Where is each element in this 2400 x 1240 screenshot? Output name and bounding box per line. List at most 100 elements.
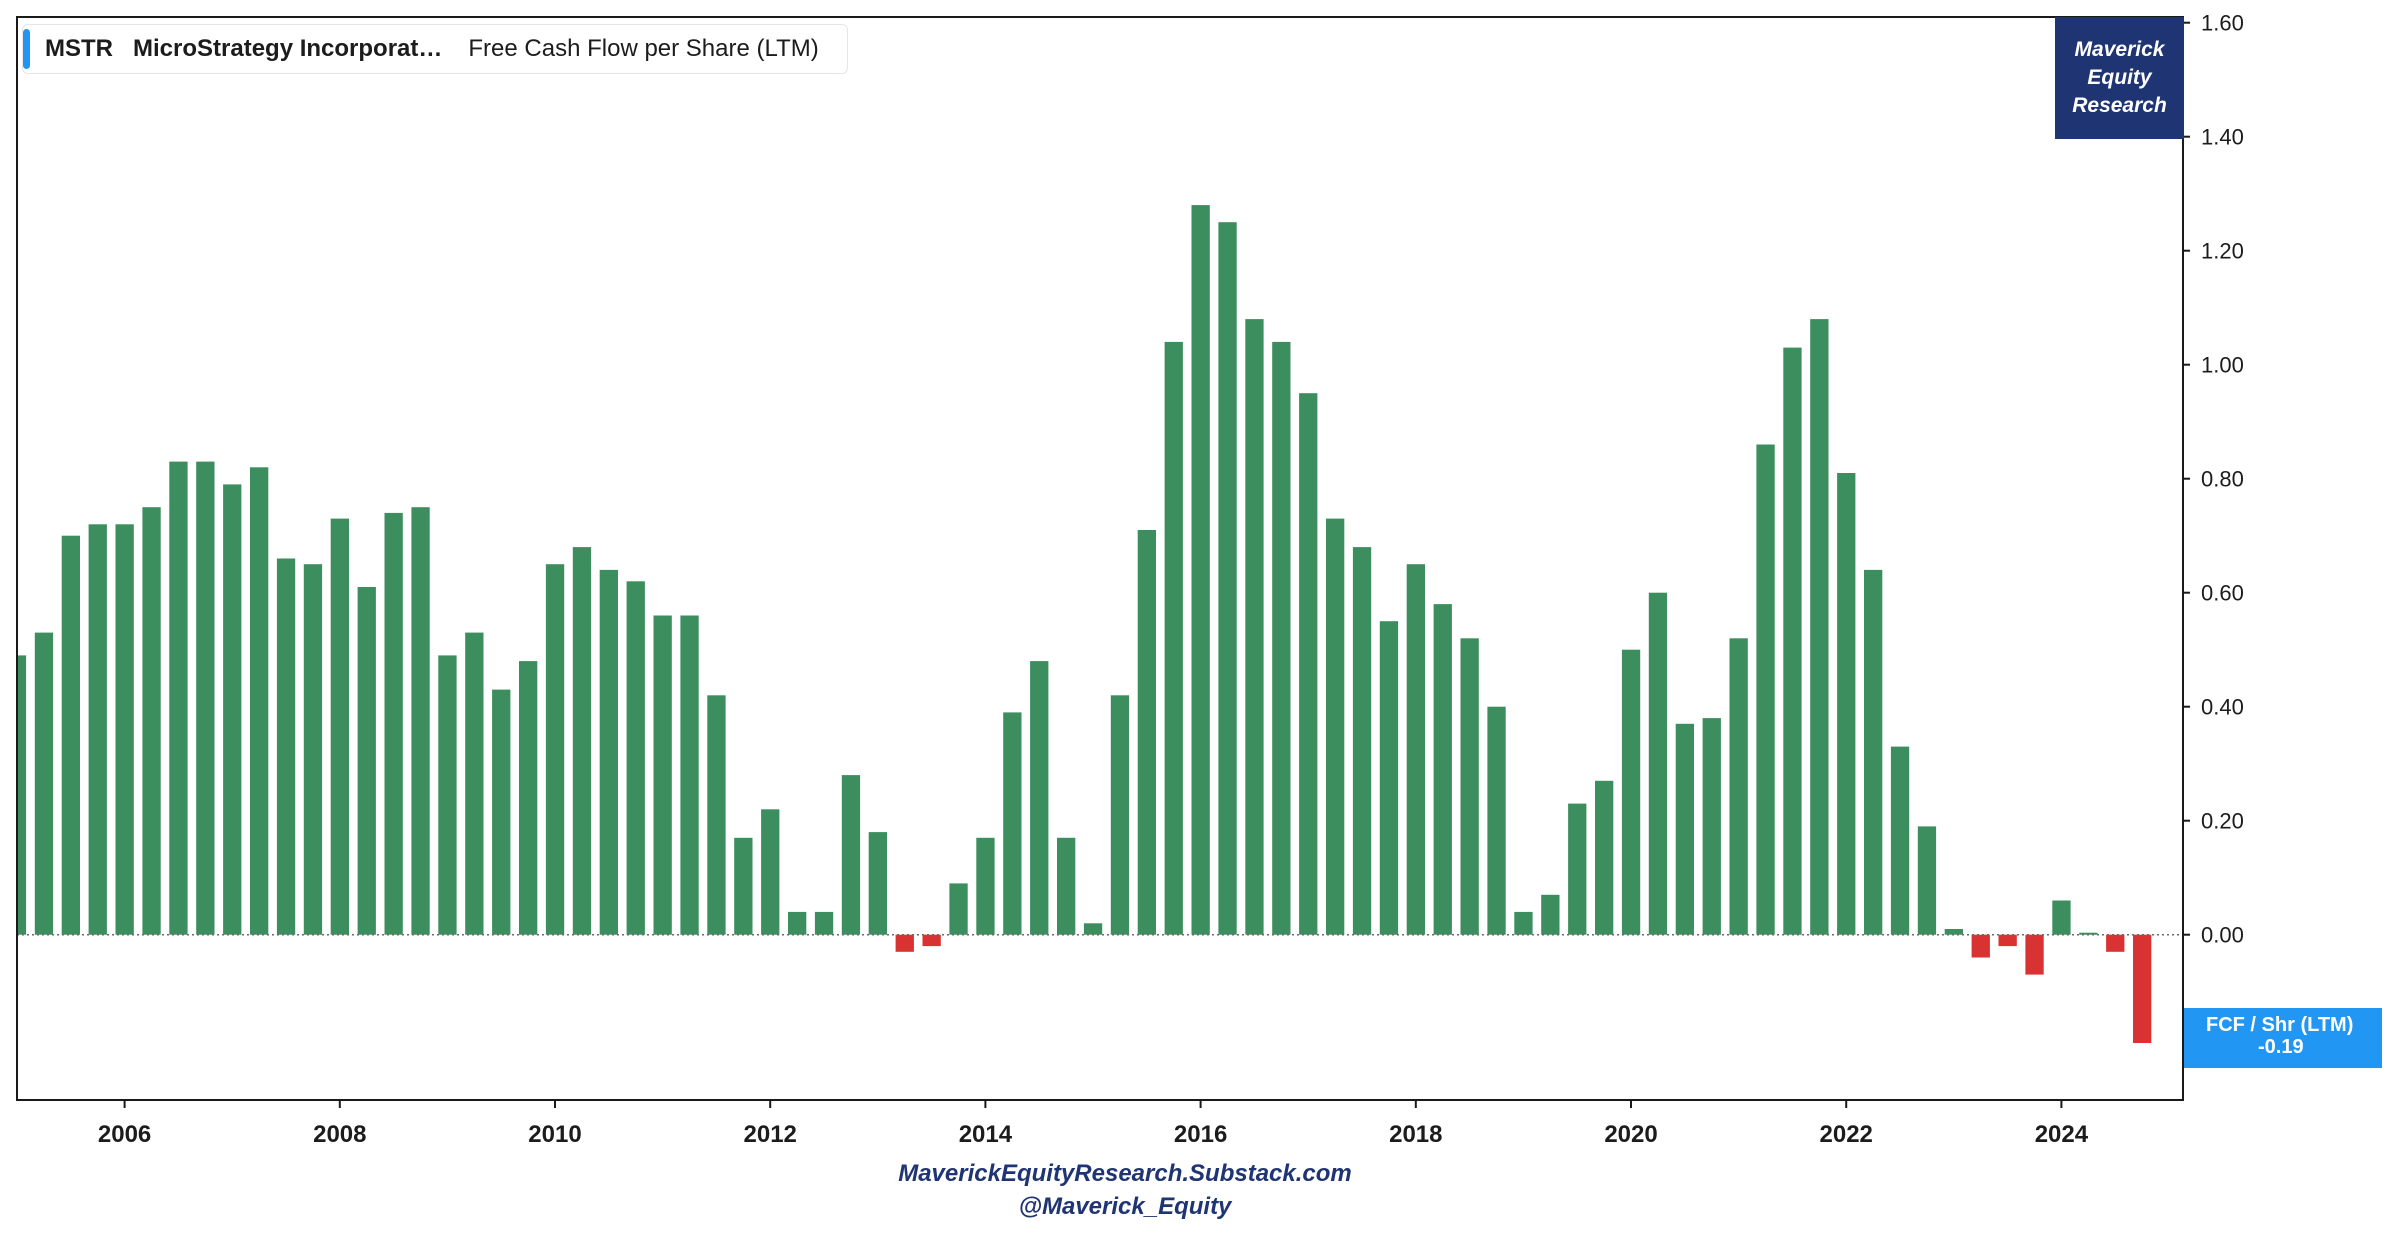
bar — [1299, 393, 1318, 935]
bar — [1191, 205, 1210, 935]
x-tick-label: 2016 — [1174, 1121, 1227, 1148]
bar — [1783, 347, 1802, 935]
x-tick-label: 2024 — [2035, 1121, 2089, 1148]
y-tick-label: 1.00 — [2201, 353, 2244, 378]
bar — [976, 837, 995, 935]
bar — [1433, 604, 1452, 935]
bar — [707, 695, 726, 935]
bar — [1326, 518, 1345, 935]
x-tick-label: 2020 — [1604, 1121, 1657, 1148]
x-tick-label: 2014 — [959, 1121, 1013, 1148]
plot-frame — [16, 16, 2184, 1101]
bar — [1756, 444, 1775, 935]
bar — [1621, 649, 1641, 935]
bar — [949, 883, 968, 935]
flag-last-value: -0.19 — [2258, 1036, 2304, 1058]
bar — [2133, 934, 2152, 1043]
bar — [1110, 695, 1130, 935]
bar — [1568, 803, 1587, 935]
bar — [1030, 661, 1049, 935]
bar — [438, 655, 457, 935]
bar — [1998, 934, 2017, 947]
brand-line-2: Equity — [2087, 66, 2152, 89]
bar — [922, 934, 941, 947]
bar — [1944, 929, 1963, 935]
y-tick-label: 0.60 — [2201, 581, 2244, 606]
x-tick-label: 2012 — [744, 1121, 797, 1148]
bar — [734, 837, 753, 935]
bar — [1379, 621, 1399, 935]
bar — [1729, 638, 1748, 935]
bar — [761, 809, 780, 935]
bar — [330, 518, 349, 935]
bar — [841, 775, 861, 935]
bar — [519, 661, 538, 935]
x-tick-label: 2008 — [313, 1121, 366, 1148]
bar — [1460, 638, 1479, 935]
bar — [2052, 900, 2071, 935]
x-tick-label: 2022 — [1820, 1121, 1873, 1148]
bar — [384, 512, 403, 935]
brand-logo: Maverick Equity Research — [2055, 17, 2184, 139]
bar — [250, 467, 269, 935]
footer-handle[interactable]: @Maverick_Equity — [1018, 1193, 1232, 1220]
ticker-symbol: MSTR — [45, 35, 113, 62]
footer-website[interactable]: MaverickEquityResearch.Substack.com — [898, 1160, 1352, 1187]
bar — [142, 507, 161, 935]
series-color-marker — [23, 29, 30, 69]
y-axis: 1.601.401.201.000.800.600.400.200.00-0.2… — [2183, 11, 2251, 1062]
bar — [1137, 530, 1156, 935]
bar — [1864, 569, 1883, 935]
bar — [1917, 826, 1937, 935]
bar — [1648, 592, 1668, 935]
bar — [465, 632, 484, 935]
bar — [223, 484, 242, 935]
y-tick-label: 0.00 — [2201, 923, 2244, 948]
bar — [61, 535, 80, 935]
bar — [653, 615, 672, 935]
bar — [88, 524, 107, 935]
y-tick-label: 1.60 — [2201, 11, 2244, 36]
metric-name: Free Cash Flow per Share (LTM) — [468, 35, 819, 62]
y-tick-label: 1.40 — [2201, 125, 2244, 150]
bar — [572, 547, 592, 935]
x-tick-label: 2010 — [528, 1121, 581, 1148]
bar — [115, 524, 134, 935]
bar — [1218, 222, 1237, 935]
bar — [2106, 934, 2125, 952]
bar — [1406, 564, 1425, 935]
bar — [1057, 837, 1076, 935]
y-tick-label: 0.40 — [2201, 695, 2244, 720]
bar — [1164, 341, 1183, 935]
brand-line-1: Maverick — [2074, 38, 2165, 61]
bar — [1352, 547, 1372, 935]
bar — [1675, 723, 1694, 935]
bar — [1245, 319, 1264, 935]
bar — [1514, 911, 1533, 935]
bar — [626, 581, 645, 935]
chart-legend[interactable]: MSTR MicroStrategy Incorporat… Free Cash… — [22, 24, 848, 74]
bar — [1272, 341, 1291, 935]
bar — [2079, 932, 2098, 935]
last-value-flag: FCF / Shr (LTM) -0.19 — [2184, 1008, 2382, 1068]
company-name: MicroStrategy Incorporat… — [133, 35, 443, 62]
brand-line-3: Research — [2072, 94, 2167, 117]
bar — [1702, 718, 1721, 935]
bar — [357, 587, 376, 935]
x-tick-label: 2006 — [98, 1121, 151, 1148]
bar — [1890, 746, 1910, 935]
bar — [1837, 473, 1856, 935]
bar — [196, 461, 215, 935]
bar — [276, 558, 296, 935]
bar — [1003, 712, 1022, 935]
bar — [1971, 934, 1990, 958]
bar — [492, 689, 511, 935]
bar — [303, 564, 323, 935]
bar — [1595, 780, 1614, 935]
bar — [411, 507, 430, 935]
y-tick-label: 0.20 — [2201, 809, 2244, 834]
x-tick-label: 2018 — [1389, 1121, 1442, 1148]
bar — [895, 934, 914, 952]
bar — [1810, 319, 1829, 935]
bars-layer — [17, 205, 2152, 1043]
